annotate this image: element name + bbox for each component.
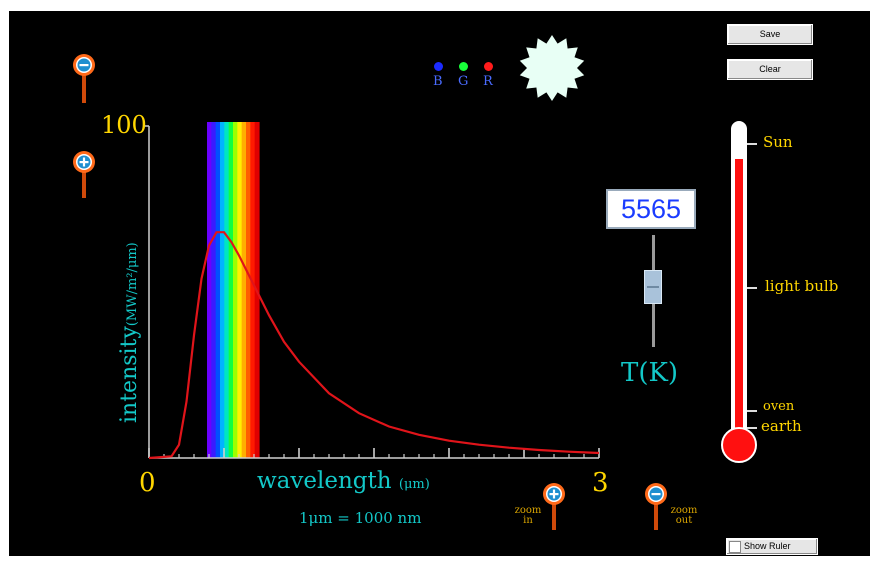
- spectrum-stripe: [237, 122, 243, 458]
- temperature-slider-thumb[interactable]: [644, 270, 662, 305]
- y-axis-label-unit: (MW/m²/μm): [125, 242, 140, 327]
- clear-button[interactable]: Clear: [727, 59, 813, 80]
- thermometer-tick: [743, 219, 747, 220]
- thermometer-bulb: [721, 427, 757, 463]
- simulation-stage: B G R Save Clear 100 intensity(MW/m²/μm)…: [9, 11, 870, 556]
- zoom-out-icon: [73, 54, 95, 103]
- spectrum-stripe: [233, 122, 238, 458]
- thermometer-fill: [735, 159, 743, 433]
- vertical-zoom-out-control[interactable]: [73, 53, 95, 105]
- green-label: G: [458, 74, 469, 89]
- x-min-label: 0: [139, 468, 156, 498]
- spectrum-stripe: [241, 122, 247, 458]
- thermometer-tick: [743, 423, 747, 424]
- zoom-out-icon: [645, 483, 667, 530]
- zoom-out-label-line2: out: [675, 515, 693, 526]
- show-ruler-label: Show Ruler: [744, 541, 791, 551]
- zoom-in-icon: [543, 483, 565, 530]
- y-axis-label: intensity(MW/m²/μm): [117, 242, 142, 423]
- x-max-label: 3: [592, 468, 609, 498]
- thermometer-tick: [743, 168, 747, 169]
- vertical-zoom-in-control[interactable]: [73, 150, 95, 200]
- spectrum-stripe: [207, 122, 212, 458]
- thermometer-tick: [743, 321, 747, 322]
- thermometer-tick: [743, 304, 747, 305]
- y-max-label: 100: [101, 111, 147, 139]
- unit-note: 1μm = 1000 nm: [299, 509, 422, 527]
- thermometer-tick: [743, 202, 747, 203]
- thermometer-tick: [743, 389, 747, 390]
- thermometer-tick: [743, 406, 747, 407]
- earth-label: earth: [761, 417, 802, 435]
- visible-spectrum-band: [207, 122, 260, 458]
- red-dot: [484, 62, 493, 71]
- horizontal-zoom-in-control[interactable]: zoom in: [507, 482, 565, 540]
- sun-label: Sun: [763, 133, 793, 151]
- intensity-curve: [148, 231, 600, 460]
- show-ruler-checkbox[interactable]: Show Ruler: [726, 538, 818, 555]
- spectrum-stripe: [215, 122, 221, 458]
- spectrum-stripe: [246, 122, 251, 458]
- blue-dot: [434, 62, 443, 71]
- y-axis-label-main: intensity: [117, 326, 142, 423]
- blackbody-chart: [143, 122, 600, 460]
- red-label: R: [483, 74, 493, 89]
- horizontal-zoom-out-control[interactable]: zoom out: [645, 482, 707, 540]
- thermometer-tick: [743, 185, 747, 186]
- spectrum-stripe: [211, 122, 217, 458]
- thermometer-tick: [743, 253, 747, 254]
- oven-label: oven: [763, 399, 795, 414]
- light-bulb-label: light bulb: [765, 277, 839, 295]
- save-button[interactable]: Save: [727, 24, 813, 45]
- thermometer-tick: [743, 338, 747, 339]
- thermometer-tick: [743, 287, 747, 288]
- thermometer-tick: [743, 372, 747, 373]
- thermometer: Sun light bulb oven earth: [717, 121, 867, 471]
- checkbox-box: [729, 540, 741, 553]
- zoom-in-icon: [73, 151, 95, 198]
- spectrum-stripe: [228, 122, 234, 458]
- spectrum-stripe: [224, 122, 230, 458]
- temperature-readout: 5565: [606, 189, 696, 229]
- thermometer-tick: [743, 236, 747, 237]
- thermometer-tick: [743, 270, 747, 271]
- spectrum-stripe: [220, 122, 225, 458]
- zoom-in-label-line2: in: [523, 515, 533, 526]
- thermometer-tick: [743, 355, 747, 356]
- zoom-out-label-line1: zoom: [670, 505, 698, 516]
- spectrum-stripe: [250, 122, 256, 458]
- thermometer-tick: [743, 151, 747, 152]
- blue-label: B: [433, 74, 443, 89]
- x-axis-label-unit: (μm): [398, 477, 430, 492]
- green-dot: [459, 62, 468, 71]
- star-icon: [519, 35, 585, 101]
- rgb-indicator: B G R: [429, 59, 499, 95]
- x-axis-label: wavelength (μm): [257, 468, 430, 494]
- temperature-slider-label: T(K): [621, 358, 679, 388]
- zoom-in-label-line1: zoom: [514, 505, 542, 516]
- x-axis-label-main: wavelength: [257, 468, 392, 494]
